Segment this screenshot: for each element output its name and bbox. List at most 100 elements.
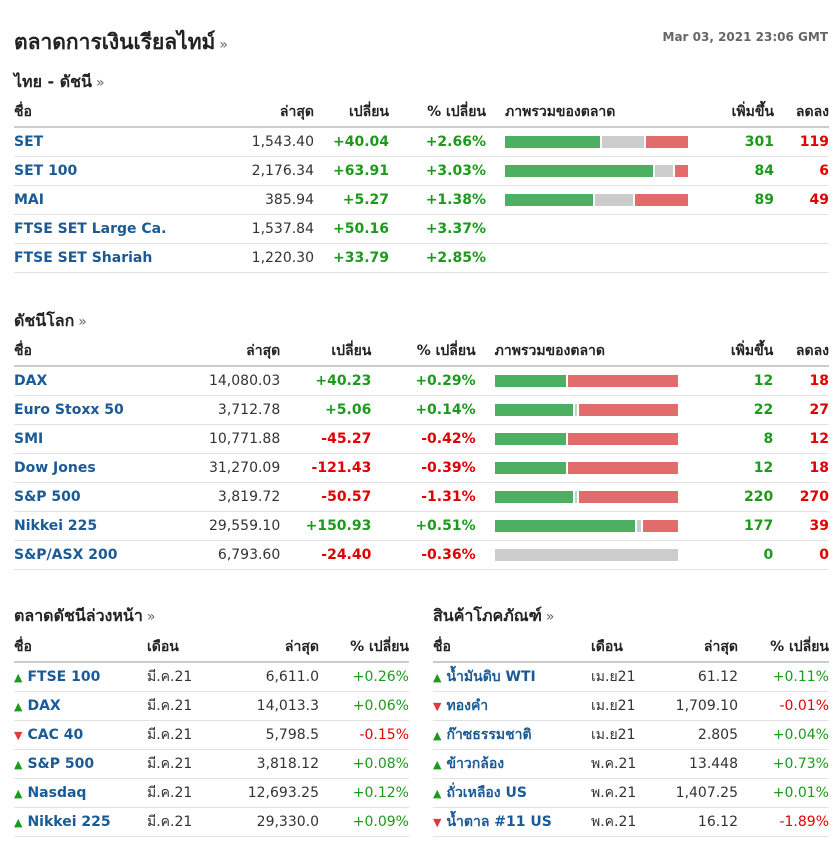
thai-index-table: ชื่อ ล่าสุด เปลี่ยน % เปลี่ยน ภาพรวมของต…: [14, 98, 829, 273]
instrument-cell[interactable]: ▲ Nikkei 225: [14, 807, 147, 837]
pct-change-value: +2.66%: [389, 127, 486, 157]
instrument-name-link[interactable]: DAX: [27, 697, 61, 714]
index-name-link[interactable]: SMI: [14, 424, 187, 454]
change-value: -50.57: [280, 482, 372, 512]
pct-change-value: +0.09%: [319, 807, 409, 837]
table-row[interactable]: ▲ น้ำมันดิบ WTI เม.ย21 61.12 +0.11%: [433, 662, 829, 692]
instrument-cell[interactable]: ▲ Nasdaq: [14, 778, 147, 808]
thai-section-title-text[interactable]: ไทย - ดัชนี: [14, 72, 92, 91]
instrument-name-link[interactable]: Nikkei 225: [27, 813, 111, 830]
table-row[interactable]: ▲ Nikkei 225 มี.ค.21 29,330.0 +0.09%: [14, 807, 409, 837]
instrument-cell[interactable]: ▲ DAX: [14, 691, 147, 721]
decliners-count: [774, 243, 829, 273]
table-row[interactable]: S&P 500 3,819.72 -50.57 -1.31% 220 270: [14, 482, 829, 512]
world-index-table: ชื่อ ล่าสุด เปลี่ยน % เปลี่ยน ภาพรวมของต…: [14, 337, 829, 570]
table-row[interactable]: SET 100 2,176.34 +63.91 +3.03% 84 6: [14, 156, 829, 186]
arrow-up-icon: ▲: [433, 670, 442, 684]
instrument-cell[interactable]: ▲ น้ำมันดิบ WTI: [433, 662, 591, 692]
table-row[interactable]: ▲ ก๊าซธรรมชาติ เม.ย21 2.805 +0.04%: [433, 720, 829, 750]
table-row[interactable]: ▲ DAX มี.ค.21 14,013.3 +0.06%: [14, 691, 409, 721]
breadth-unchanged-segment: [594, 193, 635, 206]
last-value: 1,407.25: [661, 778, 738, 808]
instrument-cell[interactable]: ▲ S&P 500: [14, 749, 147, 779]
instrument-cell[interactable]: ▲ ถั่วเหลือง US: [433, 778, 591, 808]
advancers-count: 177: [686, 511, 774, 541]
instrument-cell[interactable]: ▼ ทองคำ: [433, 691, 591, 721]
table-row[interactable]: ▲ ถั่วเหลือง US พ.ค.21 1,407.25 +0.01%: [433, 778, 829, 808]
table-row[interactable]: Nikkei 225 29,559.10 +150.93 +0.51% 177 39: [14, 511, 829, 541]
table-row[interactable]: S&P/ASX 200 6,793.60 -24.40 -0.36% 0 0: [14, 540, 829, 570]
futures-section-title[interactable]: ตลาดดัชนีล่วงหน้า»: [14, 604, 155, 629]
instrument-name-link[interactable]: ถั่วเหลือง US: [446, 784, 527, 801]
contract-month: เม.ย21: [591, 662, 661, 692]
instrument-cell[interactable]: ▲ ก๊าซธรรมชาติ: [433, 720, 591, 750]
breadth-down-segment: [578, 490, 678, 503]
breadth-up-segment: [494, 403, 576, 416]
instrument-name-link[interactable]: ข้าวกล้อง: [446, 755, 505, 772]
instrument-name-link[interactable]: S&P 500: [27, 755, 95, 772]
breadth-unchanged-segment: [494, 548, 678, 561]
index-name-link[interactable]: Dow Jones: [14, 453, 187, 483]
col-down: ลดลง: [773, 337, 829, 367]
instrument-cell[interactable]: ▲ FTSE 100: [14, 662, 147, 692]
advancers-count: 0: [686, 540, 774, 570]
instrument-name-link[interactable]: น้ำมันดิบ WTI: [446, 668, 536, 685]
instrument-cell[interactable]: ▼ น้ำตาล #11 US: [433, 807, 591, 837]
index-name-link[interactable]: FTSE SET Large Ca.: [14, 214, 214, 244]
world-section-title[interactable]: ดัชนีโลก»: [14, 309, 87, 334]
index-name-link[interactable]: DAX: [14, 366, 187, 396]
futures-section-title-text[interactable]: ตลาดดัชนีล่วงหน้า: [14, 606, 143, 625]
thai-section-title[interactable]: ไทย - ดัชนี»: [14, 70, 105, 95]
world-section-title-text[interactable]: ดัชนีโลก: [14, 311, 75, 330]
table-row[interactable]: ▲ Nasdaq มี.ค.21 12,693.25 +0.12%: [14, 778, 409, 808]
index-name-link[interactable]: MAI: [14, 185, 214, 215]
instrument-cell[interactable]: ▼ CAC 40: [14, 720, 147, 750]
instrument-name-link[interactable]: ก๊าซธรรมชาติ: [446, 726, 532, 743]
table-row[interactable]: ▼ CAC 40 มี.ค.21 5,798.5 -0.15%: [14, 720, 409, 750]
breadth-down-segment: [578, 403, 678, 416]
col-last: ล่าสุด: [661, 633, 738, 663]
table-row[interactable]: ▼ น้ำตาล #11 US พ.ค.21 16.12 -1.89%: [433, 807, 829, 837]
contract-month: เม.ย21: [591, 691, 661, 721]
market-breadth-cell: [486, 243, 689, 273]
table-row[interactable]: ▲ FTSE 100 มี.ค.21 6,611.0 +0.26%: [14, 662, 409, 692]
instrument-name-link[interactable]: Nasdaq: [27, 784, 87, 801]
col-name: ชื่อ: [14, 337, 187, 367]
market-breadth-cell: [486, 156, 689, 186]
index-name-link[interactable]: Nikkei 225: [14, 511, 187, 541]
market-breadth-cell: [475, 395, 687, 425]
table-row[interactable]: SMI 10,771.88 -45.27 -0.42% 8 12: [14, 424, 829, 454]
change-value: -45.27: [280, 424, 372, 454]
table-row[interactable]: Dow Jones 31,270.09 -121.43 -0.39% 12 18: [14, 453, 829, 483]
pct-change-value: +0.11%: [738, 662, 829, 692]
index-name-link[interactable]: SET 100: [14, 156, 214, 186]
decliners-count: 49: [774, 185, 829, 215]
instrument-name-link[interactable]: น้ำตาล #11 US: [446, 813, 552, 830]
instrument-cell[interactable]: ▲ ข้าวกล้อง: [433, 749, 591, 779]
page-title-text[interactable]: ตลาดการเงินเรียลไทม์: [14, 30, 216, 54]
index-name-link[interactable]: S&P 500: [14, 482, 187, 512]
table-row[interactable]: ▼ ทองคำ เม.ย21 1,709.10 -0.01%: [433, 691, 829, 721]
instrument-name-link[interactable]: FTSE 100: [27, 668, 101, 685]
table-row[interactable]: SET 1,543.40 +40.04 +2.66% 301 119: [14, 127, 829, 157]
instrument-name-link[interactable]: ทองคำ: [446, 697, 489, 714]
table-row[interactable]: ▲ ข้าวกล้อง พ.ค.21 13.448 +0.73%: [433, 749, 829, 779]
contract-month: พ.ค.21: [591, 778, 661, 808]
table-row[interactable]: ▲ S&P 500 มี.ค.21 3,818.12 +0.08%: [14, 749, 409, 779]
page-title[interactable]: ตลาดการเงินเรียลไทม์»: [14, 26, 228, 59]
market-breadth-bar: [505, 135, 688, 148]
commodities-section-title[interactable]: สินค้าโภคภัณฑ์»: [433, 604, 554, 629]
index-name-link[interactable]: Euro Stoxx 50: [14, 395, 187, 425]
index-name-link[interactable]: FTSE SET Shariah: [14, 243, 214, 273]
commodities-section-title-text[interactable]: สินค้าโภคภัณฑ์: [433, 606, 542, 625]
table-row[interactable]: FTSE SET Large Ca. 1,537.84 +50.16 +3.37%: [14, 214, 829, 244]
pct-change-value: +0.29%: [371, 366, 476, 396]
index-name-link[interactable]: S&P/ASX 200: [14, 540, 187, 570]
table-row[interactable]: DAX 14,080.03 +40.23 +0.29% 12 18: [14, 366, 829, 396]
instrument-name-link[interactable]: CAC 40: [27, 726, 84, 743]
index-name-link[interactable]: SET: [14, 127, 214, 157]
table-row[interactable]: FTSE SET Shariah 1,220.30 +33.79 +2.85%: [14, 243, 829, 273]
advancers-count: 22: [686, 395, 774, 425]
table-row[interactable]: Euro Stoxx 50 3,712.78 +5.06 +0.14% 22 27: [14, 395, 829, 425]
table-row[interactable]: MAI 385.94 +5.27 +1.38% 89 49: [14, 185, 829, 215]
